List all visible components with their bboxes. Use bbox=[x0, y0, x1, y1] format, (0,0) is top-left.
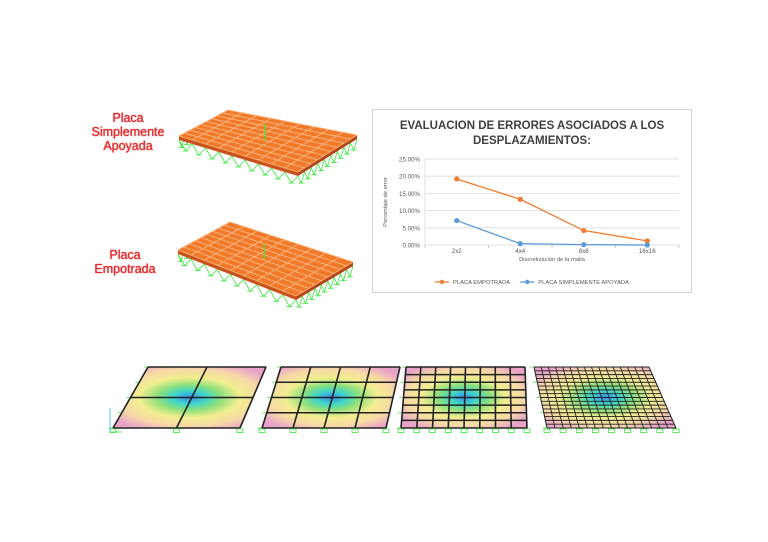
support-symbol bbox=[397, 428, 405, 433]
support-symbol bbox=[608, 428, 615, 433]
support-symbol bbox=[523, 428, 531, 433]
plate-side bbox=[298, 135, 357, 176]
series-line bbox=[456, 219, 648, 246]
support-symbol bbox=[382, 428, 390, 433]
data-point bbox=[581, 227, 587, 234]
data-point bbox=[517, 196, 523, 202]
chart-title-line: DESPLAZAMIENTOS: bbox=[473, 135, 591, 147]
mesh-line bbox=[648, 366, 677, 429]
y-tick-label: 10.00% bbox=[399, 208, 420, 215]
support-symbol bbox=[429, 428, 436, 433]
support-symbol bbox=[672, 428, 680, 433]
mesh-line bbox=[509, 366, 513, 429]
legend-marker bbox=[525, 279, 530, 285]
mesh-line bbox=[612, 366, 637, 429]
mesh-plate bbox=[258, 366, 401, 433]
series-line bbox=[456, 178, 648, 242]
data-point bbox=[581, 242, 587, 248]
chart-title: EVALUACION DE ERRORES ASOCIADOS A LOS DE… bbox=[373, 119, 691, 149]
mesh-line bbox=[598, 366, 620, 429]
support-symbol bbox=[413, 428, 421, 433]
mesh-line bbox=[641, 366, 669, 429]
mesh-line bbox=[385, 366, 401, 429]
chart-title-line: EVALUACION DE ERRORES ASOCIADOS A LOS bbox=[399, 120, 665, 132]
y-tick-label: 0.00% bbox=[402, 243, 420, 250]
mesh-line bbox=[478, 366, 482, 429]
chart-plot: 25.00% 20.00% 15.00% 10.00% 5.00% 0.00% 2x2 4x4… bbox=[383, 157, 680, 286]
support-symbol bbox=[476, 428, 484, 433]
mesh-plate bbox=[530, 366, 680, 433]
support-symbol bbox=[236, 428, 244, 433]
label-line: Placa bbox=[112, 111, 144, 125]
data-point bbox=[454, 176, 460, 182]
support-symbol bbox=[351, 428, 359, 433]
support-symbol bbox=[289, 428, 297, 433]
mesh-line bbox=[524, 366, 528, 429]
data-point bbox=[644, 242, 650, 248]
support-symbol bbox=[258, 428, 266, 433]
x-tick-label: 8x8 bbox=[579, 248, 590, 255]
mesh-plate bbox=[397, 366, 531, 433]
mesh-line bbox=[354, 366, 372, 429]
legend-entry: PLACA EMPOTRADA bbox=[453, 280, 510, 286]
mesh-line bbox=[627, 366, 653, 429]
x-tick-label: 16x16 bbox=[639, 248, 656, 255]
support-symbol bbox=[559, 428, 567, 433]
plate-cell bbox=[283, 163, 306, 173]
plate-cell bbox=[281, 286, 304, 297]
y-tick-label: 15.00% bbox=[399, 191, 420, 198]
label-line: Apoyada bbox=[103, 139, 153, 153]
label-line: Simplemente bbox=[91, 125, 165, 139]
y-tick-label: 20.00% bbox=[399, 174, 420, 181]
label-line: Placa bbox=[109, 248, 141, 262]
y-tick-label: 25.00% bbox=[399, 157, 420, 164]
support-symbol bbox=[624, 428, 632, 433]
support-symbol bbox=[492, 428, 499, 433]
data-point bbox=[644, 238, 650, 244]
support-symbol bbox=[543, 428, 551, 433]
plate-side bbox=[178, 250, 296, 300]
data-point bbox=[454, 217, 460, 224]
y-tick-label: 5.00% bbox=[402, 225, 420, 232]
support-symbol bbox=[575, 428, 583, 433]
plate-side bbox=[296, 262, 353, 300]
x-tick-label: 2x2 bbox=[452, 248, 463, 255]
support-symbol bbox=[591, 428, 599, 433]
support-symbol bbox=[460, 428, 468, 433]
mesh-line bbox=[239, 366, 267, 429]
support-symbol bbox=[444, 428, 452, 433]
support-symbol bbox=[656, 428, 664, 433]
legend-entry: PLACA SIMPLEMENTE APOYADA bbox=[538, 280, 629, 286]
support-symbol bbox=[173, 428, 180, 433]
label-line: Empotrada bbox=[94, 262, 156, 276]
mesh-line bbox=[605, 366, 629, 429]
mesh-line bbox=[634, 366, 661, 429]
data-point bbox=[517, 241, 523, 247]
mesh-plate bbox=[109, 366, 267, 433]
label-placa-simplemente-apoyada: Placa Simplemente Apoyada bbox=[78, 111, 178, 153]
plate-side bbox=[179, 136, 298, 176]
support-frame bbox=[177, 225, 354, 309]
support-symbol bbox=[640, 428, 648, 433]
x-tick-label: 4x4 bbox=[515, 248, 526, 255]
mesh-line bbox=[619, 366, 645, 429]
error-chart: EVALUACION DE ERRORES ASOCIADOS A LOS DE… bbox=[372, 109, 692, 293]
x-axis-label: Discretización de la malla bbox=[519, 257, 586, 263]
legend-marker bbox=[439, 279, 445, 285]
support-symbol bbox=[320, 428, 328, 433]
label-placa-empotrada: Placa Empotrada bbox=[80, 248, 170, 276]
support-symbol bbox=[507, 428, 515, 433]
y-axis-label: Porcentaje de error bbox=[383, 177, 389, 227]
